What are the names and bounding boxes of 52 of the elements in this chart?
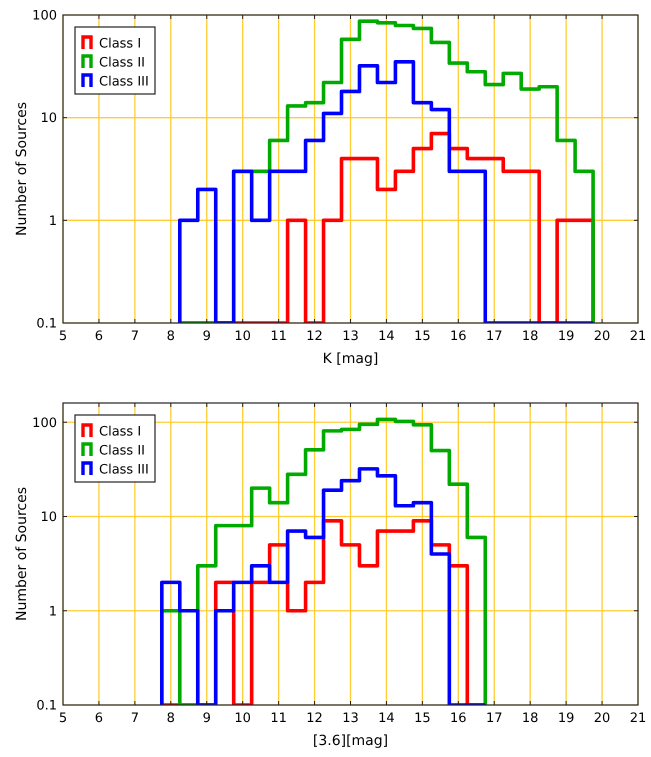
x-tick-label: 10	[234, 711, 251, 726]
x-tick-label: 21	[630, 329, 646, 344]
x-tick-label: 14	[378, 711, 395, 726]
x-tick-label: 6	[94, 711, 104, 726]
x-tick-label: 14	[378, 329, 395, 344]
legend-label: Class I	[99, 36, 142, 52]
x-tick-label: 18	[522, 329, 538, 344]
y-axis-title: Number of Sources	[14, 102, 30, 236]
x-tick-label: 8	[166, 329, 175, 344]
legend-label: Class III	[99, 74, 149, 90]
x-tick-label: 5	[58, 711, 68, 726]
x-tick-label: 21	[630, 711, 646, 726]
x-tick-label: 19	[558, 711, 574, 726]
x-tick-label: 8	[166, 711, 175, 726]
y-tick-label: 10	[40, 111, 57, 126]
x-tick-label: 18	[522, 711, 538, 726]
y-tick-label: 100	[32, 8, 57, 24]
x-tick-label: 17	[486, 329, 503, 344]
x-tick-label: 7	[130, 329, 140, 344]
x-tick-label: 13	[342, 329, 359, 344]
y-axis-title: Number of Sources	[14, 486, 30, 622]
x-tick-label: 16	[450, 711, 467, 726]
x-tick-label: 16	[450, 329, 467, 344]
x-tick-label: 11	[270, 329, 287, 344]
y-tick-label: 10	[40, 510, 57, 526]
y-tick-label: 100	[32, 416, 57, 431]
x-axis-title: K [mag]	[322, 351, 378, 367]
legend-label: Class II	[99, 444, 146, 459]
x-tick-label: 15	[414, 329, 431, 344]
x-axis-title: [3.6][mag]	[312, 733, 388, 749]
y-tick-label: 0.1	[36, 316, 57, 332]
legend-label: Class III	[99, 462, 149, 478]
y-tick-label: 0.1	[36, 698, 57, 714]
x-tick-label: 20	[594, 711, 610, 726]
y-tick-label: 1	[48, 214, 57, 229]
legend-label: Class I	[99, 424, 142, 440]
x-tick-label: 7	[130, 711, 140, 726]
x-tick-label: 9	[202, 329, 211, 344]
x-tick-label: 6	[94, 329, 104, 344]
x-tick-label: 15	[414, 711, 431, 726]
x-tick-label: 20	[594, 329, 610, 344]
x-tick-label: 10	[234, 329, 251, 344]
x-tick-label: 11	[270, 711, 287, 726]
x-tick-label: 17	[486, 711, 503, 726]
x-tick-label: 12	[306, 329, 323, 344]
x-tick-label: 5	[58, 329, 68, 344]
x-tick-label: 13	[342, 711, 359, 726]
x-tick-label: 12	[306, 711, 323, 726]
x-tick-label: 19	[558, 329, 574, 344]
x-tick-label: 9	[202, 711, 211, 726]
y-tick-label: 1	[48, 604, 57, 620]
legend-label: Class II	[99, 56, 146, 71]
